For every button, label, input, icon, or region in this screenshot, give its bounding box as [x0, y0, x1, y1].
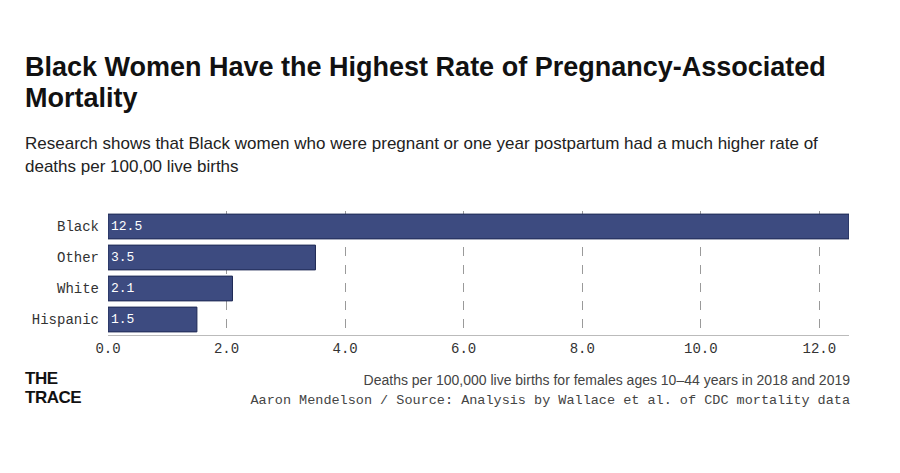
- svg-text:Hispanic: Hispanic: [32, 312, 99, 328]
- svg-text:6.0: 6.0: [451, 341, 476, 357]
- svg-text:8.0: 8.0: [570, 341, 595, 357]
- svg-text:12.0: 12.0: [803, 341, 837, 357]
- html-text:Deaths per 100,000 live births: Deaths per 100,000 live births for femal…: [363, 372, 850, 388]
- svg-text:1.5: 1.5: [111, 312, 134, 327]
- svg-text:12.5: 12.5: [111, 219, 142, 234]
- svg-text:3.5: 3.5: [111, 250, 134, 265]
- svg-text:Black: Black: [57, 219, 99, 235]
- svg-text:0.0: 0.0: [95, 341, 120, 357]
- svg-text:10.0: 10.0: [684, 341, 718, 357]
- svg-text:White: White: [57, 281, 99, 297]
- html-text:Black Women Have the Highest R: Black Women Have the Highest Rate of Pre…: [25, 52, 826, 113]
- html-text:THE: THE: [25, 369, 58, 388]
- html-text:Aaron Mendelson / Source: Anal: Aaron Mendelson / Source: Analysis by Wa…: [250, 393, 850, 408]
- svg-text:Other: Other: [57, 250, 99, 266]
- html-text:TRACE: TRACE: [25, 388, 82, 407]
- svg-text:2.1: 2.1: [111, 281, 135, 296]
- svg-text:4.0: 4.0: [333, 341, 358, 357]
- html-text:Research shows that Black wome: Research shows that Black women who were…: [25, 134, 818, 176]
- svg-text:2.0: 2.0: [214, 341, 239, 357]
